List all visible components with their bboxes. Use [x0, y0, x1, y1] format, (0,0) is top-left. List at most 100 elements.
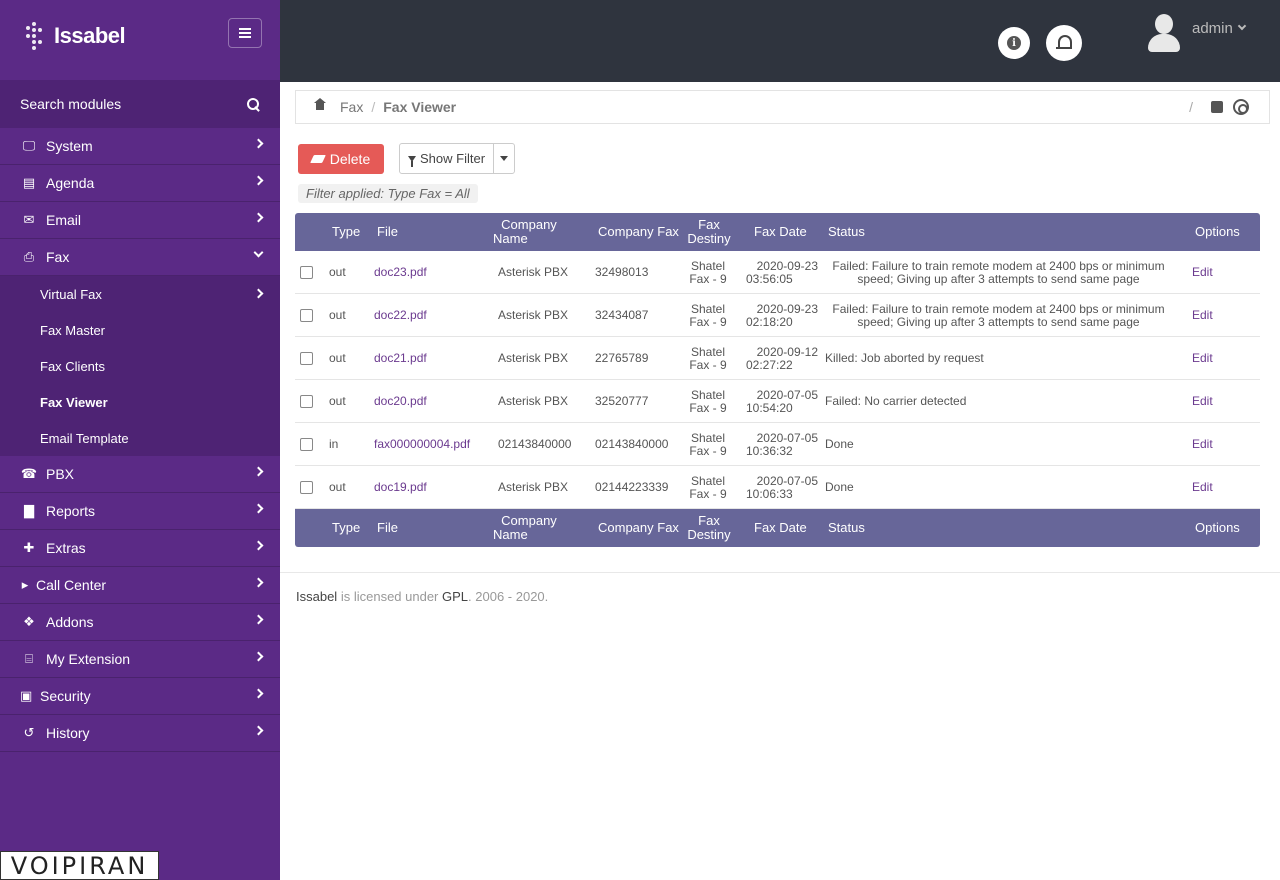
cell-file-link[interactable]: fax000000004.pdf: [374, 437, 471, 451]
cell-company-fax: 02144223339: [595, 480, 669, 494]
sidebar-item-pbx[interactable]: ☎ PBX: [0, 456, 280, 493]
sidebar-item-label: Email: [46, 212, 82, 228]
cell-fax-date-line: 2020-07-05: [756, 430, 818, 445]
edit-link[interactable]: Edit: [1192, 308, 1213, 322]
cell-type: out: [329, 265, 346, 279]
delete-button[interactable]: Delete: [298, 144, 384, 174]
chevron-right-icon: [253, 138, 264, 149]
breadcrumb-tools-separator: /: [1189, 99, 1193, 115]
edit-link[interactable]: Edit: [1192, 265, 1213, 279]
sidebar-item-label: Addons: [46, 614, 94, 630]
breadcrumb-fax[interactable]: Fax: [340, 99, 364, 115]
cell-status: Failed: Failure to train remote modem at…: [817, 251, 1180, 294]
sidebar-item-label: History: [46, 725, 90, 741]
sidebar-subitem-email-template[interactable]: Email Template: [0, 420, 280, 456]
sidebar-toggle-button[interactable]: [228, 18, 262, 48]
search-modules[interactable]: Search modules: [0, 80, 280, 128]
issabel-logo[interactable]: Issabel: [26, 22, 126, 50]
cell-status-line: Failed: No carrier detected: [825, 394, 967, 408]
search-icon[interactable]: [246, 97, 260, 111]
cell-file-link[interactable]: doc22.pdf: [374, 308, 427, 322]
cell-fax-destiny-line: Shatel: [690, 387, 726, 402]
sidebar-item-system[interactable]: 🖵 System: [0, 128, 280, 165]
footer-license-link[interactable]: GPL: [442, 589, 469, 604]
edit-link[interactable]: Edit: [1192, 394, 1213, 408]
column-header-type[interactable]: Type: [332, 224, 361, 239]
table-body: out doc23.pdf Asterisk PBX 32498013 Shatel Fa…: [295, 251, 1260, 509]
cell-fax-destiny: Shatel Fax - 9: [679, 466, 737, 509]
cell-fax-destiny-line: Fax - 9: [689, 486, 727, 501]
cell-fax-date: 2020-09-23 02:18:20: [746, 294, 818, 337]
sidebar-item-agenda[interactable]: ▤ Agenda: [0, 165, 280, 202]
column-header-status[interactable]: Status: [828, 224, 865, 239]
table-row: out doc22.pdf Asterisk PBX 32434087 Shatel Fa…: [295, 294, 1260, 337]
column-header-fax-destiny[interactable]: Fax Destiny: [683, 213, 735, 251]
cell-company-fax: 32434087: [595, 308, 649, 322]
sidebar-item-my-extension[interactable]: ⌸ My Extension: [0, 641, 280, 678]
column-header-company-fax[interactable]: Company Fax: [598, 224, 679, 239]
cell-status-line: Failed: Failure to train remote modem at…: [832, 258, 1165, 273]
caret-down-icon: [500, 156, 508, 161]
sidebar-item-addons[interactable]: ❖ Addons: [0, 604, 280, 641]
user-menu[interactable]: admin: [1146, 12, 1247, 54]
sidebar-item-label: Call Center: [36, 577, 107, 593]
sidebar-item-history[interactable]: ↺ History: [0, 715, 280, 752]
cell-fax-destiny-line: Shatel: [690, 473, 726, 488]
watermark-logo: VOIPIRAN: [0, 851, 159, 880]
logo-dots-icon: [26, 22, 48, 50]
cell-fax-destiny-line: Fax - 9: [689, 357, 727, 372]
footer-years: . 2006 - 2020.: [468, 589, 549, 604]
notifications-button[interactable]: [1046, 25, 1082, 61]
sidebar-item-call-center[interactable]: ▸ Call Center: [0, 567, 280, 604]
sidebar-subitem-fax-viewer[interactable]: Fax Viewer: [0, 384, 280, 420]
cell-file-link[interactable]: doc20.pdf: [374, 394, 427, 408]
row-checkbox[interactable]: [300, 395, 313, 408]
cell-fax-date: 2020-07-05 10:06:33: [746, 466, 818, 509]
column-footer-text: Name: [493, 527, 528, 542]
sidebar-subitem-label: Fax Master: [40, 322, 106, 338]
sidebar-item-reports[interactable]: ▇ Reports: [0, 493, 280, 530]
info-button[interactable]: i: [998, 27, 1030, 59]
cell-fax-destiny: Shatel Fax - 9: [679, 294, 737, 337]
chevron-right-icon: [253, 577, 264, 588]
row-checkbox[interactable]: [300, 438, 313, 451]
filter-dropdown-toggle[interactable]: [494, 156, 514, 161]
table-row: out doc19.pdf Asterisk PBX 02144223339 Shate…: [295, 466, 1260, 509]
row-checkbox[interactable]: [300, 352, 313, 365]
column-header-fax-date[interactable]: Fax Date: [754, 224, 807, 239]
sidebar-item-fax[interactable]: ⎙ Fax: [0, 239, 280, 276]
sidebar-item-email[interactable]: ✉ Email: [0, 202, 280, 239]
row-checkbox[interactable]: [300, 481, 313, 494]
show-filter-button-group: Show Filter: [399, 143, 515, 174]
sticky-note-icon[interactable]: [1211, 101, 1223, 113]
sidebar-subitem-fax-master[interactable]: Fax Master: [0, 312, 280, 348]
cell-file-link[interactable]: doc23.pdf: [374, 265, 427, 279]
column-header-file[interactable]: File: [377, 224, 398, 239]
edit-link[interactable]: Edit: [1192, 437, 1213, 451]
cell-fax-destiny-line: Fax - 9: [689, 443, 727, 458]
cell-fax-destiny: Shatel Fax - 9: [679, 423, 737, 466]
sidebar-item-label: My Extension: [46, 651, 131, 667]
chevron-right-icon: [253, 614, 264, 625]
caret-right-icon: ▸: [21, 577, 29, 592]
column-header-text: Fax: [698, 217, 720, 232]
chevron-right-icon: [253, 466, 264, 477]
footer-brand-link[interactable]: Issabel: [296, 589, 338, 604]
sidebar-item-extras[interactable]: ✚ Extras: [0, 530, 280, 567]
sidebar-subitem-virtual-fax[interactable]: Virtual Fax: [0, 276, 280, 312]
row-checkbox[interactable]: [300, 309, 313, 322]
edit-link[interactable]: Edit: [1192, 480, 1213, 494]
cell-company-name: 02143840000: [498, 437, 572, 451]
cell-file-link[interactable]: doc19.pdf: [374, 480, 427, 494]
help-lifebuoy-icon[interactable]: [1233, 99, 1249, 115]
home-icon[interactable]: [314, 98, 326, 112]
column-header-company-name[interactable]: Company Name: [491, 213, 567, 251]
show-filter-button[interactable]: Show Filter: [400, 144, 494, 173]
cell-file-link[interactable]: doc21.pdf: [374, 351, 427, 365]
chevron-right-icon: [253, 288, 264, 299]
chevron-right-icon: [253, 212, 264, 223]
row-checkbox[interactable]: [300, 266, 313, 279]
edit-link[interactable]: Edit: [1192, 351, 1213, 365]
sidebar-subitem-fax-clients[interactable]: Fax Clients: [0, 348, 280, 384]
sidebar-item-security[interactable]: ▣ Security: [0, 678, 280, 715]
